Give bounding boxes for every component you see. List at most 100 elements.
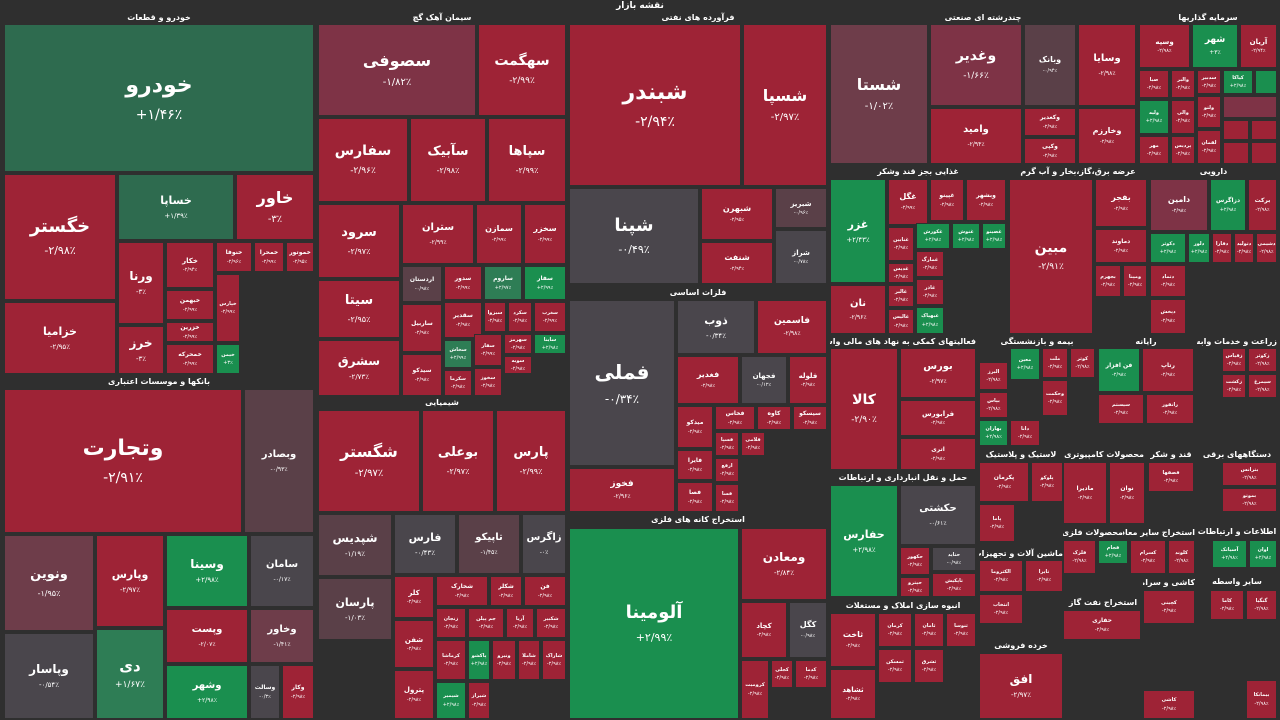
stock-tile[interactable]: شیراز -۲/۹۸٪: [468, 682, 490, 719]
stock-tile[interactable]: بترانس -۲/۹۸٪: [1222, 462, 1277, 486]
stock-tile[interactable]: شپدیس -۱/۱۹٪: [318, 514, 392, 576]
stock-tile[interactable]: نوان -۲/۹۸٪: [1109, 462, 1145, 524]
stock-tile[interactable]: وامید -۲/۹۴٪: [930, 108, 1022, 164]
stock-tile[interactable]: والبر -۲/۹۸٪: [1171, 70, 1195, 98]
stock-tile[interactable]: معین +۲/۹۸٪: [1010, 348, 1040, 380]
stock-tile[interactable]: فلزک -۲/۹۸٪: [1063, 540, 1096, 574]
stock-tile[interactable]: وبصادر -۰/۹۳٪: [244, 389, 314, 533]
stock-tile[interactable]: سکرد -۲/۹۸٪: [508, 302, 532, 332]
stock-tile[interactable]: ثاخت -۲/۹۸٪: [830, 613, 876, 667]
stock-tile[interactable]: کگل -۰/۹۸٪: [789, 602, 827, 658]
stock-tile[interactable]: شکلر -۲/۹۸٪: [490, 576, 522, 606]
stock-tile[interactable]: بیمانکا -۲/۹۸٪: [1246, 680, 1277, 719]
stock-tile[interactable]: کرماشا -۲/۹۸٪: [436, 640, 466, 680]
stock-tile[interactable]: کاوه -۲/۹۸٪: [757, 406, 791, 430]
stock-tile[interactable]: وبشهر -۲/۹۸٪: [966, 179, 1006, 221]
stock-tile[interactable]: حکهور -۲/۹۸٪: [900, 547, 930, 575]
stock-tile[interactable]: کجلی -۲/۹۸٪: [771, 660, 793, 688]
stock-tile[interactable]: ارفع -۲/۹۸٪: [715, 458, 739, 482]
stock-tile[interactable]: حپترو -۲/۹۸٪: [900, 577, 930, 597]
stock-tile[interactable]: ثشاهد -۲/۹۸٪: [830, 669, 876, 719]
stock-tile[interactable]: وپاسار -۰/۵۴٪: [4, 633, 94, 719]
stock-tile[interactable]: بورس -۲/۹۷٪: [900, 348, 976, 398]
stock-tile[interactable]: اردستان -۰/۹۸٪: [402, 266, 442, 302]
stock-tile[interactable]: حتاید -۰/۹۸٪: [932, 547, 976, 571]
stock-tile[interactable]: ومپنا -۲/۹۸٪: [1123, 265, 1147, 297]
stock-tile[interactable]: فملی -۰/۳۴٪: [569, 300, 675, 466]
stock-tile[interactable]: سمازن -۲/۹۹٪: [476, 204, 522, 264]
stock-tile[interactable]: سدبیر -۲/۹۸٪: [1197, 70, 1221, 94]
stock-tile[interactable]: تاپیکو -۱/۴۵٪: [458, 514, 520, 574]
stock-tile[interactable]: غزر +۲/۴۳٪: [830, 179, 886, 283]
stock-tile[interactable]: خنوفا -۲/۹۶٪: [216, 242, 252, 272]
stock-tile[interactable]: فن -۲/۹۸٪: [524, 576, 566, 606]
stock-tile[interactable]: البرز -۲/۹۸٪: [979, 362, 1008, 390]
stock-tile[interactable]: جم پیلن -۲/۹۸٪: [468, 608, 504, 638]
stock-tile[interactable]: ذوب -۰/۳۴٪: [677, 300, 755, 354]
stock-tile[interactable]: ستران -۲/۹۹٪: [402, 204, 474, 264]
stock-tile[interactable]: حفاری -۲/۹۸٪: [1063, 610, 1141, 640]
stock-tile[interactable]: وسپه -۲/۹۸٪: [1139, 24, 1190, 68]
stock-tile[interactable]: شفن -۲/۹۸٪: [394, 620, 434, 668]
stock-tile[interactable]: پلوکو -۲/۹۸٪: [1031, 462, 1063, 502]
stock-tile[interactable]: کرومیت -۲/۹۸٪: [741, 660, 769, 719]
stock-tile[interactable]: فلوله -۲/۹۸٪: [789, 356, 827, 404]
stock-tile[interactable]: فسپا -۲/۹۸٪: [715, 432, 739, 456]
stock-tile[interactable]: وپارس -۲/۹۷٪: [96, 535, 164, 627]
stock-tile[interactable]: ساربیل -۲/۹۸٪: [402, 304, 442, 352]
stock-tile[interactable]: خرز -۳٪: [118, 326, 164, 374]
stock-tile[interactable]: ثمسکن -۲/۹۸٪: [878, 649, 912, 683]
stock-tile[interactable]: مبین -۲/۹۱٪: [1009, 179, 1093, 334]
stock-tile[interactable]: کیاکا +۲/۹۸٪: [1223, 70, 1253, 94]
stock-tile[interactable]: خاور -۳٪: [236, 174, 314, 240]
stock-tile[interactable]: سخوز -۲/۹۸٪: [474, 368, 502, 396]
stock-tile[interactable]: پاکشو +۲/۹۸٪: [468, 640, 490, 680]
stock-tile[interactable]: دشیمی -۲/۹۸٪: [1256, 233, 1277, 263]
stock-tile[interactable]: پارسان -۱/۰۳٪: [318, 578, 392, 640]
stock-tile[interactable]: کلر -۲/۹۸٪: [394, 576, 434, 618]
stock-tile[interactable]: وسینا +۲/۹۸٪: [166, 535, 248, 607]
stock-tile[interactable]: [1223, 120, 1249, 140]
stock-tile[interactable]: [1251, 120, 1277, 140]
stock-tile[interactable]: خگستر -۲/۹۸٪: [4, 174, 116, 300]
stock-tile[interactable]: شپنا -۰/۴۹٪: [569, 188, 699, 284]
stock-tile[interactable]: پترول -۲/۹۸٪: [394, 670, 434, 719]
stock-tile[interactable]: زکوثر -۲/۹۸٪: [1248, 348, 1277, 372]
stock-tile[interactable]: ونیرو -۲/۹۸٪: [492, 640, 516, 680]
stock-tile[interactable]: بجهرم -۲/۹۸٪: [1095, 265, 1121, 297]
stock-tile[interactable]: پارس -۲/۹۹٪: [496, 410, 566, 512]
stock-tile[interactable]: سآبیک -۲/۹۸٪: [410, 118, 486, 202]
stock-tile[interactable]: کالا -۲/۹۰٪: [830, 348, 898, 470]
stock-tile[interactable]: شراز -۰/۷۸٪: [775, 230, 827, 284]
stock-tile[interactable]: شکبیر -۲/۹۸٪: [536, 608, 566, 638]
stock-tile[interactable]: [1223, 142, 1249, 164]
stock-tile[interactable]: سصوفی -۱/۸۲٪: [318, 24, 476, 116]
stock-tile[interactable]: انتخاب -۲/۹۸٪: [979, 594, 1023, 624]
stock-tile[interactable]: وسالت -۰/۳٪: [250, 665, 280, 719]
stock-tile[interactable]: کدما -۲/۹۸٪: [795, 660, 827, 688]
stock-tile[interactable]: آسیاتک +۲/۹۸٪: [1212, 540, 1247, 568]
stock-tile[interactable]: غالبر -۲/۹۸٪: [888, 285, 914, 307]
stock-tile[interactable]: غکورش +۲/۹۸٪: [916, 223, 950, 249]
stock-tile[interactable]: بموتو -۲/۹۸٪: [1222, 488, 1277, 512]
stock-tile[interactable]: غگل -۲/۹۹٪: [888, 179, 928, 225]
stock-tile[interactable]: سشرق -۲/۷۳٪: [318, 340, 400, 396]
stock-tile[interactable]: سقدیر -۲/۹۸٪: [444, 302, 482, 338]
stock-tile[interactable]: لقمان -۲/۹۸٪: [1197, 130, 1221, 164]
stock-tile[interactable]: دتولید -۲/۹۸٪: [1234, 233, 1254, 263]
stock-tile[interactable]: دلور +۲/۹۸٪: [1188, 233, 1210, 263]
stock-tile[interactable]: خموتور -۲/۹۵٪: [286, 242, 314, 272]
stock-tile[interactable]: وکپی -۲/۹۸٪: [1024, 138, 1076, 164]
stock-tile[interactable]: ولتو -۲/۹۸٪: [1197, 96, 1221, 128]
stock-tile[interactable]: فصا -۲/۹۸٪: [677, 482, 713, 512]
stock-tile[interactable]: وبانک -۰/۹۴٪: [1024, 24, 1076, 106]
stock-tile[interactable]: بوعلی -۲/۹۷٪: [422, 410, 494, 512]
stock-tile[interactable]: زنجان -۲/۹۸٪: [436, 608, 466, 638]
stock-tile[interactable]: پردیس -۲/۹۸٪: [1171, 136, 1195, 164]
stock-tile[interactable]: فرابورس -۲/۹۸٪: [900, 400, 976, 436]
stock-tile[interactable]: سبزوا -۲/۹۸٪: [484, 302, 506, 332]
stock-tile[interactable]: [1223, 96, 1277, 118]
stock-tile[interactable]: حکشتی -۰/۶۱٪: [900, 485, 976, 545]
stock-tile[interactable]: سامان -۰/۱۷٪: [250, 535, 314, 607]
stock-tile[interactable]: اتری -۲/۹۸٪: [900, 438, 976, 470]
